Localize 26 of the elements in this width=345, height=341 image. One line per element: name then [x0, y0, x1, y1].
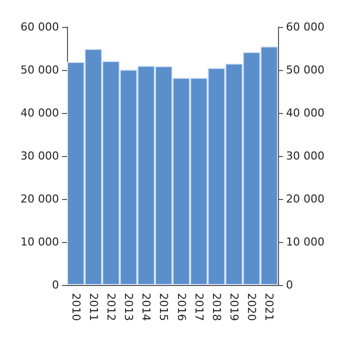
y-tick-label: 50 000	[20, 64, 59, 76]
x-tick-label: 2021	[262, 293, 276, 321]
y-tick-label: 10 000	[20, 236, 59, 248]
y2-tick-label: 30 000	[286, 150, 324, 162]
x-tick-label: 2016	[174, 293, 188, 321]
x-tick-label: 2011	[86, 293, 100, 321]
y2-tick-label: 10 000	[286, 236, 324, 248]
y2-tick-label: 0	[286, 278, 293, 292]
x-tick-label: 2020	[245, 293, 258, 321]
y-tick-label: 0	[52, 278, 59, 292]
y-tick-label: 20 000	[20, 192, 59, 206]
y-tick-label: 30 000	[20, 150, 59, 162]
x-tick-label: 2010	[69, 293, 82, 321]
x-tick-label: 2014	[140, 293, 153, 321]
y2-tick-label: 50 000	[286, 64, 324, 76]
x-tick-label: 2018	[210, 293, 223, 321]
x-tick-label: 2013	[122, 293, 136, 321]
x-tick-label: 2019	[228, 293, 241, 321]
x-tick-label: 2017	[192, 293, 206, 321]
y-tick-label: 40 000	[20, 106, 59, 120]
x-tick-label: 2012	[104, 293, 118, 321]
y-tick-label: 60 000	[20, 20, 59, 34]
x-tick-label: 2015	[157, 293, 170, 321]
y2-tick-label: 40 000	[286, 106, 324, 120]
y2-tick-label: 20 000	[286, 192, 324, 206]
y2-tick-label: 60 000	[286, 20, 324, 34]
